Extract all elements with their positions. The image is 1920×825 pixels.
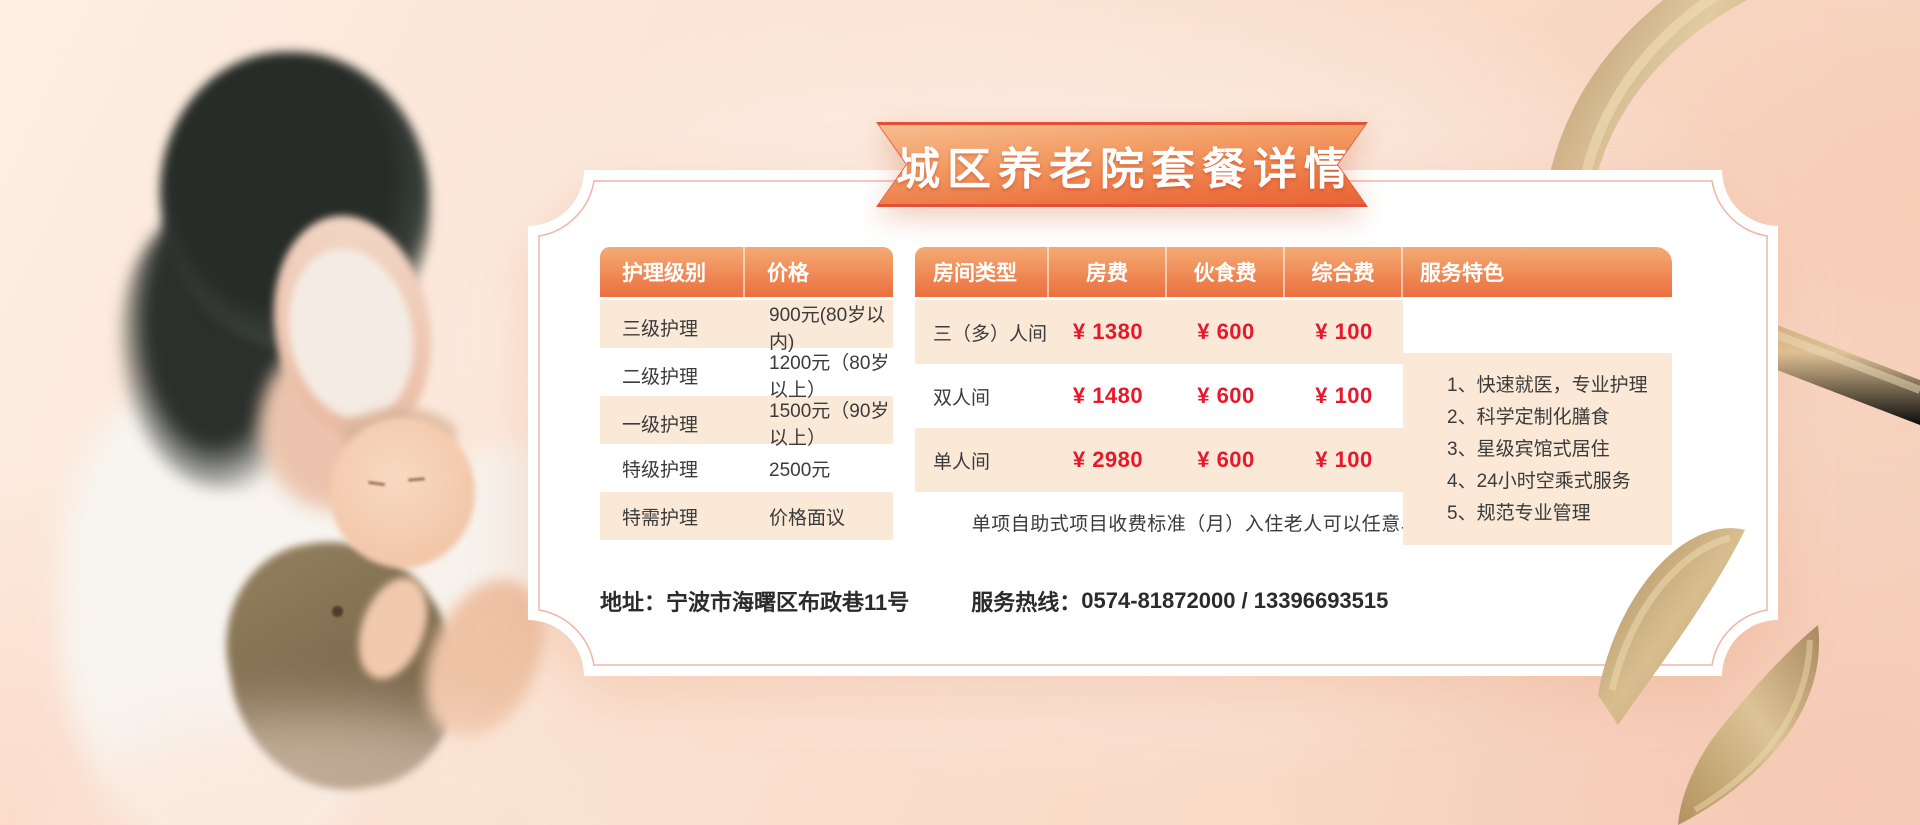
room-package-table: 房间类型 房费 伙食费 综合费 服务特色 三（多）人间 ¥ 1380 ¥ 600… [915,247,1672,552]
care-table-header: 护理级别 价格 [600,247,893,297]
food-fee: ¥ 600 [1197,447,1255,472]
care-level: 特需护理 [622,507,699,529]
care-table-body: 三级护理 900元(80岁以内) 二级护理 1200元（80岁以上） 一级护理 … [600,300,893,540]
care-price: 1200元（80岁以上） [769,353,890,401]
address-line: 地址： 宁波市海曙区布政巷11号 [600,585,909,617]
list-item: 3、星级宾馆式居住 [1447,438,1610,460]
room-fee: ¥ 2980 [1072,447,1144,472]
care-header-level: 护理级别 [600,247,745,297]
care-price: 1500元（90岁以上） [769,401,890,449]
table-row: 单人间 ¥ 2980 ¥ 600 ¥ 100 [915,428,1403,492]
care-level: 特级护理 [622,459,699,481]
care-level: 一级护理 [622,414,699,436]
list-item: 2、科学定制化膳食 [1447,406,1610,428]
room-header-features: 服务特色 [1420,262,1504,285]
photo-overalls-button [332,606,343,617]
food-fee: ¥ 600 [1197,319,1255,344]
room-type: 单人间 [933,451,991,473]
contact-info: 地址： 宁波市海曙区布政巷11号 服务热线： 0574-81872000 / 1… [600,585,1388,617]
card-inner-outline [538,180,1768,666]
room-header-type: 房间类型 [915,247,1049,297]
title-banner: 城区养老院套餐详情 [876,122,1368,207]
table-row: 三（多）人间 ¥ 1380 ¥ 600 ¥ 100 [915,300,1403,364]
room-header-food: 伙食费 [1167,247,1285,297]
table-row: 特级护理 2500元 [600,444,893,492]
table-row: 特需护理 价格面议 [600,492,893,540]
room-fee: ¥ 1480 [1072,383,1144,408]
hotline-label: 服务热线： [971,590,1082,615]
care-price: 900元(80岁以内) [769,305,886,353]
table-row: 双人间 ¥ 1480 ¥ 600 ¥ 100 [915,364,1403,428]
room-fee: ¥ 1380 [1072,319,1144,344]
care-level-table: 护理级别 价格 三级护理 900元(80岁以内) 二级护理 1200元（80岁以… [600,247,893,540]
list-item: 5、规范专业管理 [1447,502,1591,524]
photo-baby-head [330,418,475,568]
table-row: 二级护理 1200元（80岁以上） [600,348,893,401]
misc-fee: ¥ 100 [1315,447,1373,472]
misc-fee: ¥ 100 [1315,319,1373,344]
care-price: 价格面议 [769,507,846,529]
gold-ribbon-bottom-right-icon [1598,528,1820,825]
service-features-list: 1、快速就医，专业护理 2、科学定制化膳食 3、星级宾馆式居住 4、24小时空乘… [1403,353,1672,545]
photo-caregiver-with-baby [50,20,610,825]
room-table-body: 三（多）人间 ¥ 1380 ¥ 600 ¥ 100 双人间 ¥ 1480 ¥ 6… [915,300,1672,545]
room-table-header: 房间类型 房费 伙食费 综合费 服务特色 [915,247,1672,297]
care-header-price: 价格 [767,262,809,285]
room-type: 双人间 [933,387,991,409]
table-row: 一级护理 1500元（90岁以上） [600,396,893,449]
list-item: 1、快速就医，专业护理 [1447,374,1648,396]
room-type: 三（多）人间 [933,323,1048,345]
care-level: 二级护理 [622,366,699,388]
title-banner-fill: 城区养老院套餐详情 [879,125,1365,204]
address-value: 宁波市海曙区布政巷11号 [666,590,910,615]
food-fee: ¥ 600 [1197,383,1255,408]
list-item: 4、24小时空乘式服务 [1447,470,1631,492]
hotline-line: 服务热线： 0574-81872000 / 13396693515 [971,585,1388,617]
care-price: 2500元 [769,459,831,481]
table-row: 三级护理 900元(80岁以内) [600,300,893,353]
page-title: 城区养老院套餐详情 [896,144,1355,194]
room-header-misc: 综合费 [1285,247,1403,297]
address-label: 地址： [600,590,667,615]
misc-fee: ¥ 100 [1315,383,1373,408]
room-header-fee: 房费 [1049,247,1167,297]
care-level: 三级护理 [622,318,699,340]
hotline-value: 0574-81872000 / 13396693515 [1081,588,1389,613]
